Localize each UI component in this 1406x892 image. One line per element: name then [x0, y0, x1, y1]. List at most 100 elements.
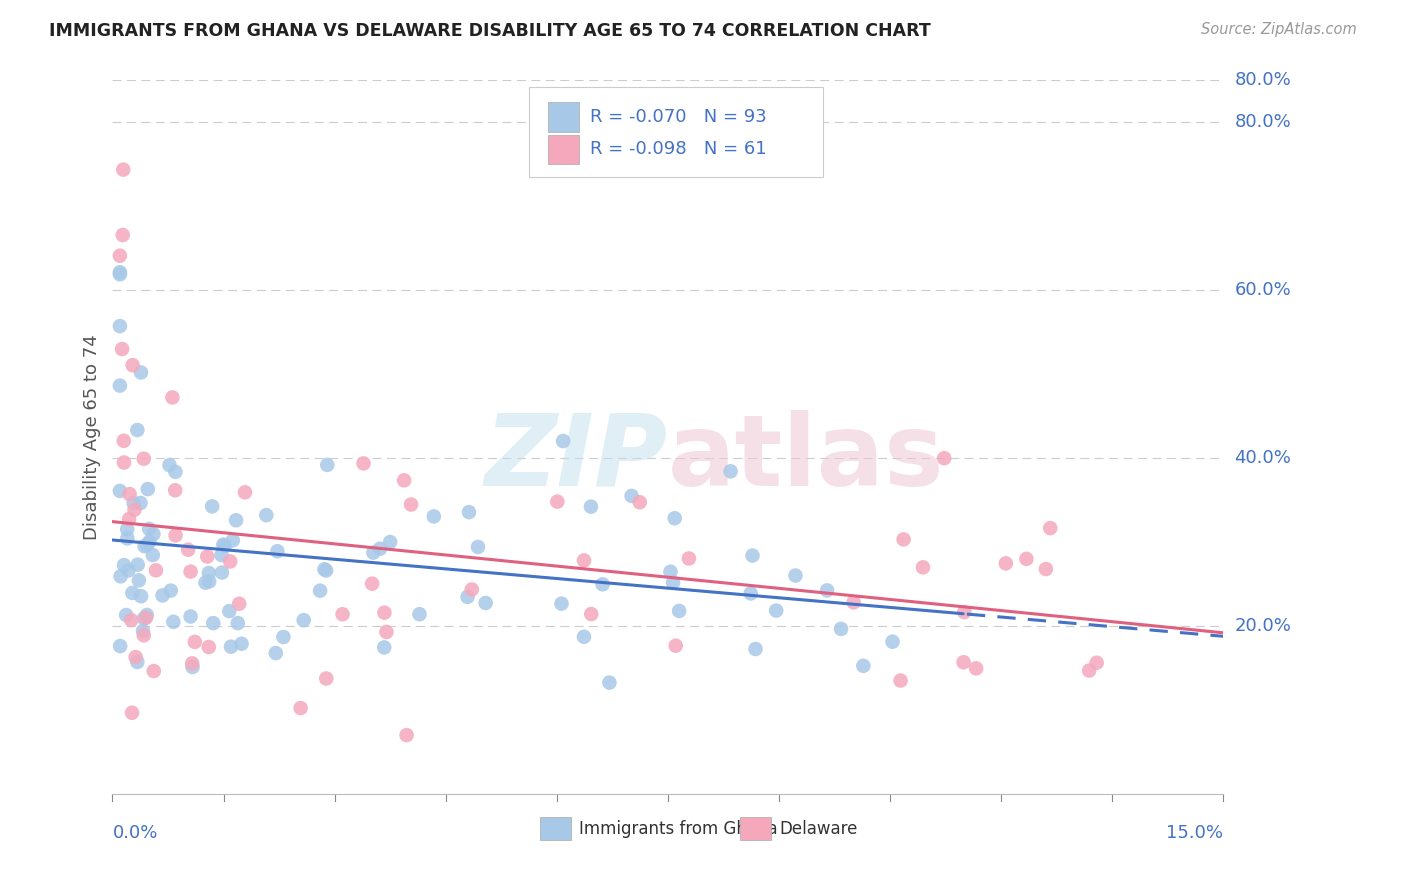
- Point: [546, 494, 568, 508]
- Point: [128, 574, 150, 588]
- Point: [180, 609, 202, 624]
- Point: [117, 563, 139, 577]
- Point: [668, 604, 690, 618]
- Point: [720, 464, 742, 478]
- Point: [474, 596, 496, 610]
- Point: [572, 630, 595, 644]
- Point: [952, 655, 974, 669]
- Text: R = -0.070   N = 93: R = -0.070 N = 93: [591, 108, 766, 126]
- Point: [1039, 521, 1062, 535]
- Point: [202, 616, 225, 631]
- Point: [118, 512, 141, 526]
- Text: ZIP: ZIP: [485, 410, 668, 507]
- Point: [852, 658, 875, 673]
- Point: [598, 675, 620, 690]
- Point: [129, 496, 152, 510]
- Point: [911, 560, 934, 574]
- Point: [226, 616, 249, 631]
- Text: 40.0%: 40.0%: [1234, 449, 1291, 467]
- Point: [112, 455, 135, 469]
- Point: [1015, 552, 1038, 566]
- Point: [228, 597, 250, 611]
- Point: [375, 624, 398, 639]
- Point: [592, 577, 614, 591]
- Point: [290, 701, 312, 715]
- Point: [184, 635, 207, 649]
- Point: [142, 548, 165, 562]
- Point: [461, 582, 484, 597]
- Point: [162, 391, 184, 405]
- Point: [177, 542, 200, 557]
- Point: [273, 630, 295, 644]
- Point: [550, 597, 572, 611]
- Point: [309, 583, 332, 598]
- Point: [136, 538, 159, 552]
- Point: [315, 564, 337, 578]
- Point: [136, 482, 159, 496]
- FancyBboxPatch shape: [540, 817, 571, 840]
- Point: [620, 489, 643, 503]
- Text: Immigrants from Ghana: Immigrants from Ghana: [579, 820, 778, 838]
- Point: [266, 544, 288, 558]
- Point: [264, 646, 287, 660]
- Point: [211, 566, 233, 580]
- Point: [965, 661, 987, 675]
- Point: [314, 562, 336, 576]
- Point: [292, 613, 315, 627]
- Point: [112, 434, 135, 448]
- Text: 80.0%: 80.0%: [1234, 113, 1291, 131]
- Point: [132, 451, 155, 466]
- Point: [363, 546, 385, 560]
- Point: [1085, 656, 1108, 670]
- Point: [111, 227, 134, 242]
- Point: [581, 607, 603, 621]
- Point: [108, 265, 131, 279]
- Point: [551, 434, 574, 448]
- Point: [765, 604, 787, 618]
- Point: [108, 319, 131, 334]
- Point: [181, 657, 204, 671]
- Point: [458, 505, 481, 519]
- Point: [132, 624, 155, 638]
- Point: [201, 500, 224, 514]
- Point: [194, 575, 217, 590]
- Point: [159, 458, 181, 472]
- Point: [127, 558, 149, 572]
- Point: [117, 532, 139, 546]
- Point: [392, 473, 415, 487]
- Point: [198, 574, 221, 589]
- Point: [368, 541, 391, 556]
- Point: [315, 672, 337, 686]
- Text: 60.0%: 60.0%: [1234, 281, 1291, 299]
- Point: [127, 655, 149, 669]
- Point: [108, 483, 131, 498]
- Point: [332, 607, 354, 622]
- Point: [127, 423, 149, 437]
- FancyBboxPatch shape: [529, 87, 824, 177]
- Point: [212, 538, 235, 552]
- Point: [138, 522, 160, 536]
- Point: [378, 535, 401, 549]
- Point: [214, 539, 236, 553]
- Point: [142, 527, 165, 541]
- Point: [740, 586, 762, 600]
- Point: [132, 611, 155, 625]
- Point: [108, 249, 131, 263]
- Point: [815, 583, 838, 598]
- Point: [395, 728, 418, 742]
- Point: [108, 268, 131, 282]
- Point: [138, 534, 160, 549]
- Point: [744, 642, 766, 657]
- Point: [124, 502, 146, 516]
- Point: [124, 650, 146, 665]
- Point: [112, 558, 135, 573]
- Text: 15.0%: 15.0%: [1166, 824, 1223, 842]
- Point: [678, 551, 700, 566]
- Y-axis label: Disability Age 65 to 74: Disability Age 65 to 74: [83, 334, 101, 540]
- Point: [162, 615, 184, 629]
- Point: [165, 528, 187, 542]
- Point: [579, 500, 602, 514]
- Point: [111, 342, 134, 356]
- FancyBboxPatch shape: [548, 135, 579, 164]
- Point: [1035, 562, 1057, 576]
